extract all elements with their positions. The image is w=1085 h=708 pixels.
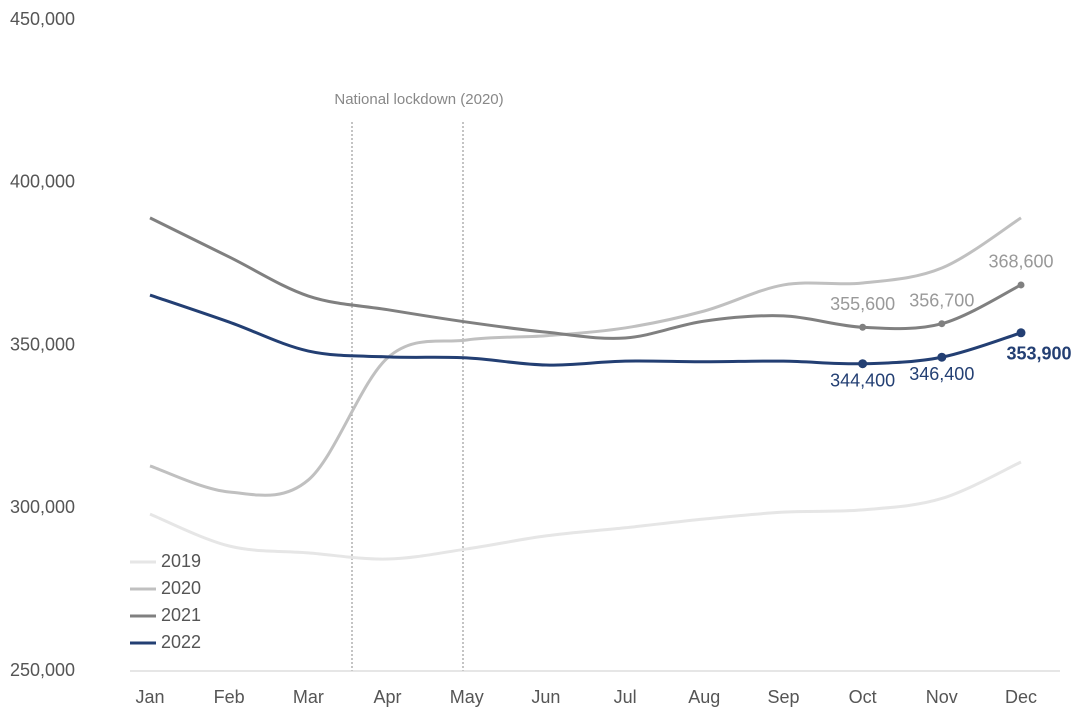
point [937,352,947,362]
x-tick-label: Jan [135,687,164,707]
series-line [149,216,1022,497]
y-tick-label: 300,000 [10,497,75,517]
point [938,320,946,328]
x-tick-label: Feb [214,687,245,707]
x-tick-label: Oct [849,687,877,707]
legend-label: 2021 [161,605,201,625]
data-label: 344,400 [830,370,895,390]
legend-label: 2019 [161,551,201,571]
point [1016,328,1026,338]
y-tick-label: 250,000 [10,660,75,680]
x-tick-label: Sep [767,687,799,707]
point [858,359,868,369]
x-tick-label: Apr [374,687,402,707]
point [1017,281,1025,289]
x-tick-label: Jul [614,687,637,707]
y-tick-label: 350,000 [10,334,75,354]
series-line [149,460,1022,561]
point [859,323,867,331]
data-label: 346,400 [909,364,974,384]
series-line [149,216,1022,340]
legend-label: 2020 [161,578,201,598]
data-label: 353,900 [1006,344,1071,364]
data-label: 355,600 [830,294,895,314]
data-label: 368,600 [988,252,1053,272]
annotation: National lockdown (2020) [334,91,503,108]
x-tick-label: Nov [926,687,958,707]
y-tick-label: 400,000 [10,172,75,192]
x-tick-label: Aug [688,687,720,707]
x-tick-label: Jun [531,687,560,707]
legend-label: 2022 [161,632,201,652]
y-tick-label: 450,000 [10,9,75,29]
x-tick-label: Mar [293,687,324,707]
x-tick-label: May [450,687,484,707]
series-line [149,293,1022,367]
x-tick-label: Dec [1005,687,1037,707]
data-label: 356,700 [909,290,974,310]
